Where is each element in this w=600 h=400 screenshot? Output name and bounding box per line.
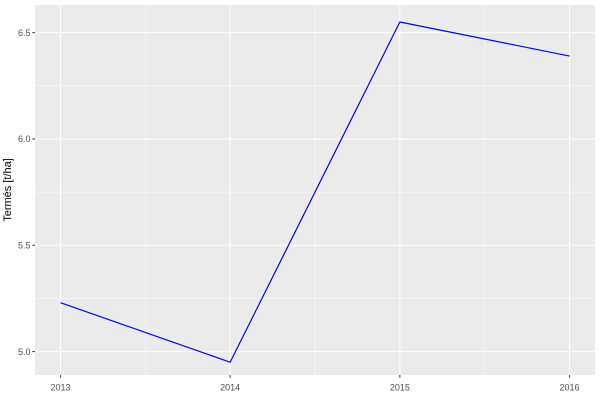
y-tick-label: 5.0 xyxy=(18,347,31,357)
x-tick-label: 2016 xyxy=(560,383,580,393)
x-tick-label: 2015 xyxy=(390,383,410,393)
y-tick-label: 5.5 xyxy=(18,240,31,250)
x-tick-label: 2014 xyxy=(220,383,240,393)
axis-layer: 2013 2014 2015 2016 5.0 5.5 6.0 6.5 xyxy=(18,28,580,393)
y-tick-label: 6.5 xyxy=(18,28,31,38)
y-tick-label: 6.0 xyxy=(18,134,31,144)
x-tick-label: 2013 xyxy=(50,383,70,393)
grid-major-layer xyxy=(35,5,595,375)
grid-minor-layer xyxy=(35,5,595,375)
series-layer xyxy=(60,21,570,363)
data-line xyxy=(60,21,570,363)
y-axis-title: Termés [t/ha] xyxy=(2,158,14,222)
